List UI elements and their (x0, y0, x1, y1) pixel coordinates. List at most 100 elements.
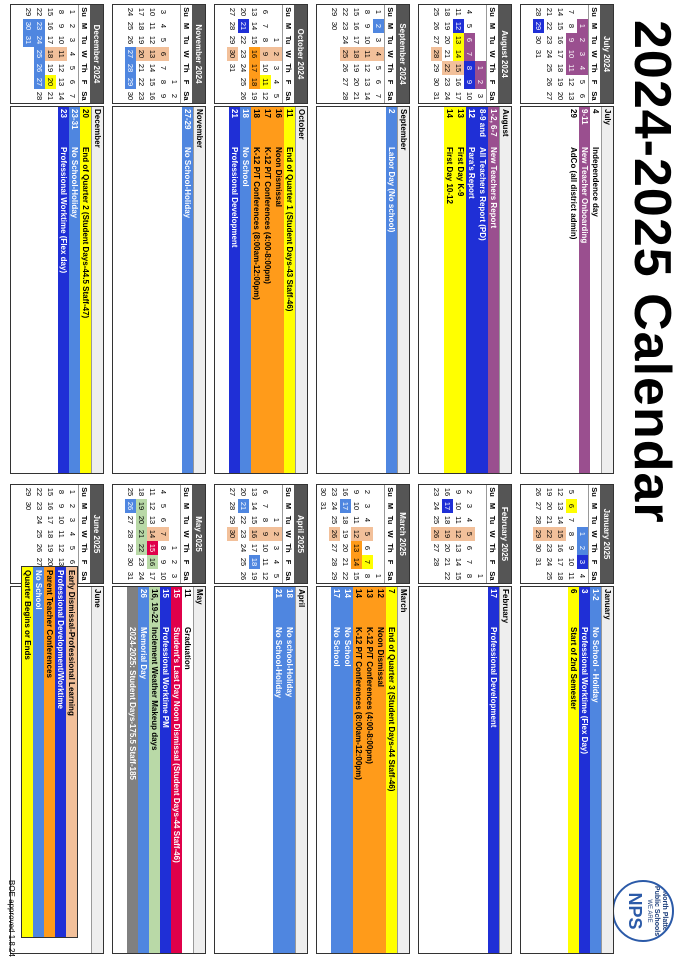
day-cell: 20 (136, 47, 147, 61)
day-cell: 7 (158, 527, 169, 541)
day-cell: 13 (148, 515, 157, 525)
day-cell: 21 (443, 557, 452, 567)
month-grid: July 2024 Su M Tu W Th F Sa 1 2 3 4 5 6 7 8 9 10 11 12 13 14 1… (520, 4, 614, 104)
day-cell: 10 (454, 501, 463, 511)
day-cell: 4 (272, 559, 281, 565)
day-cell (114, 47, 125, 61)
day-cell (23, 47, 34, 61)
day-cell: 22 (545, 21, 554, 31)
week-row: 8 9 10 11 12 13 14 (56, 5, 67, 103)
day-cell: 17 (46, 35, 55, 45)
day-cell: 31 (228, 63, 237, 73)
weekday-label: Sa (486, 89, 498, 103)
weekday-label: F (384, 555, 396, 569)
day-cell (318, 541, 329, 555)
day-cell: 6 (464, 33, 475, 47)
day-cell: 14 (57, 91, 66, 101)
day-cell: 5 (68, 65, 77, 71)
event-text: K-12 P/T Conferences (4:00-8:00pm) (263, 147, 272, 284)
event-text: End of Quarter 3 (Student Days-44 Staff-… (387, 627, 396, 792)
day-cell (420, 19, 431, 33)
day-cell: 6 (261, 489, 270, 495)
day-cell: 16 (46, 501, 55, 511)
month-row: October 2024 Su M Tu W Th F Sa 1 2 3 4 5 6 7 8 9 10 11 12 13… (214, 4, 308, 474)
day-cell: 15 (250, 35, 259, 45)
day-cell (12, 89, 23, 103)
month-row: January 2025 Su M Tu W Th F Sa 1 2 3 4 5 6 7 8 9 10 11 12 13… (520, 484, 614, 954)
day-cell (420, 541, 431, 555)
day-cell: 10 (465, 91, 474, 101)
weekday-label: Th (78, 541, 90, 555)
day-cell: 18 (351, 47, 362, 61)
day-cell: 3 (374, 37, 383, 43)
weekday-header: Su M Tu W Th F Sa (180, 5, 192, 103)
day-cell: 10 (148, 7, 157, 17)
day-cell: 13 (250, 487, 259, 497)
day-cell: 5 (159, 37, 168, 43)
weekday-header: Su M Tu W Th F Sa (282, 485, 294, 583)
weekday-header: Su M Tu W Th F Sa (282, 5, 294, 103)
day-cell: 20 (352, 77, 361, 87)
week-row: 11 12 13 14 15 16 17 (453, 5, 464, 103)
month-title: October 2024 (294, 5, 307, 103)
day-cell: 21 (443, 49, 452, 59)
day-cell (318, 47, 329, 61)
day-cell: 18 (556, 63, 565, 73)
day-cell: 17 (137, 7, 146, 17)
event-text: First Day K-9 (456, 147, 465, 197)
day-cell: 2 (170, 559, 179, 565)
day-cell (318, 5, 329, 19)
day-cell: 23 (341, 21, 350, 31)
day-cell: 20 (443, 543, 452, 553)
weekday-label: F (486, 75, 498, 89)
weekday-label: Th (384, 541, 396, 555)
day-cell: 20 (45, 75, 56, 89)
day-cell (12, 19, 23, 33)
day-cell: 14 (351, 555, 362, 569)
month-title: September 2024 (396, 5, 409, 103)
day-cell: 17 (249, 61, 260, 75)
events-section-title: October (295, 107, 307, 473)
day-cell: 27 (545, 91, 554, 101)
event-text: All Teachers Report (PD) (478, 147, 487, 241)
day-cell (227, 75, 238, 89)
event-text: AdCo (all district admin) (569, 147, 578, 240)
day-cell: 9 (159, 93, 168, 99)
day-cell: 21 (136, 527, 147, 541)
week-row: 27 28 29 30 (227, 485, 238, 583)
day-cell (420, 89, 431, 103)
day-cell: 27 (341, 77, 350, 87)
event-text: 2024-2025: Student Days-175.5 Staff-185 (128, 627, 137, 780)
day-cell: 15 (46, 7, 55, 17)
day-cell (420, 513, 431, 527)
weekday-label: Tu (384, 513, 396, 527)
month-title: January 2025 (600, 485, 613, 583)
day-cell (329, 61, 340, 75)
day-cell: 30 (227, 47, 238, 61)
day-cell: 29 (330, 7, 339, 17)
day-cell: 4 (578, 573, 587, 579)
month-events: December 20 End of Quarter 2 (Student Days… (10, 106, 104, 474)
day-cell: 16 (556, 543, 565, 553)
day-cell: 1 (170, 79, 179, 85)
weekday-label: Th (588, 61, 600, 75)
day-cell: 25 (340, 47, 351, 61)
day-cell (475, 527, 486, 541)
event-date: 11 (183, 589, 192, 598)
weekday-label: Tu (78, 513, 90, 527)
week-row: 1 2 3 (169, 485, 180, 583)
event-text: No School (343, 627, 352, 667)
day-cell: 3 (465, 503, 474, 509)
day-cell: 25 (545, 571, 554, 581)
week-row: 22 23 24 25 26 27 28 (340, 5, 351, 103)
event-date: 11 (285, 109, 294, 118)
event-line: 23-31 No School-Holiday (69, 107, 80, 473)
day-cell (12, 527, 23, 541)
event-line: 23 Professional Worktime (Flex day) (58, 107, 69, 473)
month-title: November 2024 (192, 5, 205, 103)
month-events: May 11 Graduation 15 Student's Last Day Noon… (112, 586, 206, 954)
day-cell: 15 (453, 61, 464, 75)
day-cell (329, 75, 340, 89)
week-row: 11 12 13 14 15 16 17 (147, 485, 158, 583)
